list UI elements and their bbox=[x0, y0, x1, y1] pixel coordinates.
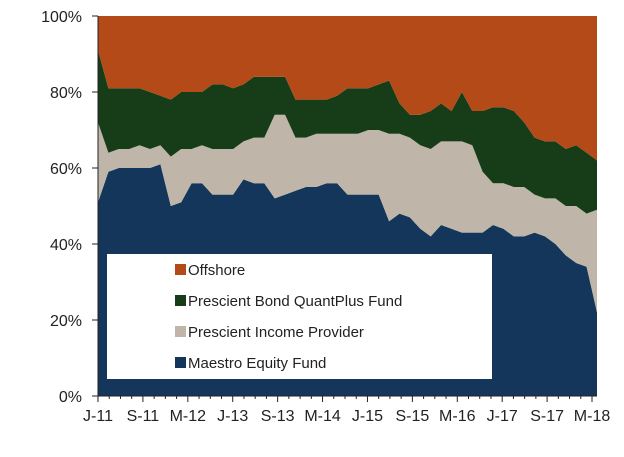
x-tick-label: J-11 bbox=[83, 408, 113, 425]
legend-swatch-maestro-equity-fund bbox=[175, 357, 186, 368]
x-tick-label: J-15 bbox=[352, 408, 383, 425]
x-tick-label: S-13 bbox=[261, 408, 295, 425]
legend-swatch-offshore bbox=[175, 264, 186, 275]
x-tick-label: M-16 bbox=[439, 408, 476, 425]
legend-label-offshore: Offshore bbox=[188, 262, 245, 279]
area-prescient-bond-quantplus-fund bbox=[98, 50, 597, 214]
x-tick-label: M-18 bbox=[574, 408, 611, 425]
x-tick-label: S-17 bbox=[530, 408, 564, 425]
x-tick-label: J-17 bbox=[487, 408, 518, 425]
x-tick-label: S-11 bbox=[127, 408, 160, 425]
legend-label-maestro-equity-fund: Maestro Equity Fund bbox=[188, 355, 326, 372]
legend-box bbox=[107, 254, 492, 379]
legend: Offshore Prescient Bond QuantPlus Fund Pre… bbox=[107, 254, 492, 379]
x-tick-label: M-14 bbox=[304, 408, 341, 425]
area-prescient-income-provider bbox=[98, 114, 597, 313]
legend-swatch-prescient-income-provider bbox=[175, 326, 186, 337]
y-tick-label: 40% bbox=[50, 237, 82, 254]
legend-swatch-prescient-bond-quantplus-fund bbox=[175, 295, 186, 306]
area-offshore bbox=[98, 16, 597, 161]
legend-label-prescient-bond-quantplus-fund: Prescient Bond QuantPlus Fund bbox=[188, 293, 402, 310]
y-tick-label: 20% bbox=[50, 313, 82, 330]
y-tick-label: 0% bbox=[59, 389, 82, 406]
legend-label-prescient-income-provider: Prescient Income Provider bbox=[188, 324, 364, 341]
y-tick-label: 80% bbox=[50, 85, 82, 102]
y-tick-label: 60% bbox=[50, 161, 82, 178]
y-tick-label: 100% bbox=[41, 9, 82, 26]
x-tick-label: J-13 bbox=[217, 408, 248, 425]
axes: 0% 20% 40% 60% 80% 100% J-11 S-11 M-12 J-13 S-13 M-… bbox=[41, 9, 610, 425]
x-tick-label: S-15 bbox=[395, 408, 429, 425]
x-tick-label: M-12 bbox=[170, 408, 207, 425]
